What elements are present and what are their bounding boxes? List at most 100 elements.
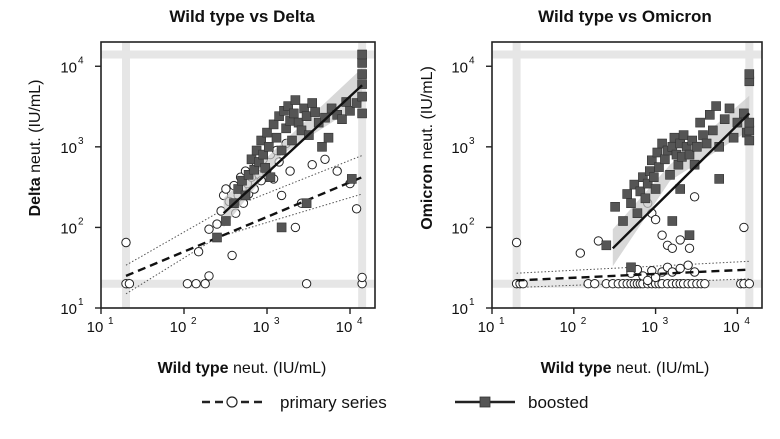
data-point	[698, 130, 708, 140]
data-point	[249, 164, 259, 175]
data-point	[320, 112, 330, 123]
fit-line	[611, 112, 751, 250]
data-point	[704, 110, 715, 120]
y-tick-exponent: 1	[78, 297, 84, 308]
plot-frame	[100, 41, 376, 309]
ci-band	[612, 95, 750, 267]
data-point	[307, 160, 317, 170]
data-point	[121, 237, 131, 248]
data-point	[240, 190, 251, 201]
data-point	[204, 224, 214, 234]
data-point	[654, 162, 664, 172]
data-point	[227, 250, 237, 261]
data-point	[345, 106, 355, 116]
data-point	[646, 155, 657, 166]
panel-title: Wild type vs Omicron	[538, 7, 712, 26]
legend-boosted-marker	[479, 396, 491, 408]
data-point	[346, 174, 357, 184]
data-point	[692, 142, 702, 152]
data-point	[732, 117, 743, 128]
x-tick-exponent: 4	[744, 316, 750, 327]
ci-lower	[125, 193, 363, 295]
limit-band-x-high	[358, 42, 367, 308]
data-point	[744, 135, 755, 146]
data-point	[711, 101, 721, 111]
y-tick-label: 10	[451, 59, 468, 76]
limit-bands	[101, 42, 375, 308]
data-point	[650, 214, 661, 225]
data-point	[643, 275, 653, 286]
y-axis-label: Omicron neut. (IU/mL)	[419, 66, 436, 230]
data-point	[283, 101, 294, 111]
x-tick-exponent: 2	[581, 316, 587, 327]
data-point	[590, 279, 600, 289]
data-point	[689, 192, 700, 202]
data-point	[124, 279, 135, 289]
y-tick-exponent: 3	[469, 136, 475, 147]
data-point	[601, 240, 612, 251]
data-point	[700, 279, 710, 289]
series-primary-series	[511, 192, 754, 289]
y-tick-label: 10	[60, 59, 77, 76]
data-point	[701, 138, 712, 149]
data-point	[301, 111, 312, 121]
data-point	[285, 166, 295, 176]
data-point	[310, 107, 320, 117]
data-point	[622, 189, 633, 199]
legend-boosted-label: boosted	[528, 393, 589, 412]
data-point	[287, 135, 297, 146]
limit-band-y-low	[101, 279, 375, 288]
y-tick-exponent: 1	[469, 297, 475, 308]
fit-line	[222, 84, 363, 215]
data-point	[618, 216, 628, 226]
data-point	[719, 114, 730, 124]
y-tick-exponent: 3	[78, 136, 84, 147]
y-tick-label: 10	[60, 140, 77, 157]
data-point	[610, 202, 620, 212]
data-point	[351, 98, 362, 108]
data-point	[301, 198, 312, 208]
series-boosted	[212, 49, 367, 243]
data-point	[200, 279, 210, 289]
x-tick-exponent: 4	[357, 316, 363, 327]
data-point	[357, 69, 367, 79]
data-point	[323, 132, 334, 143]
data-point	[332, 166, 342, 176]
data-point	[632, 208, 643, 218]
data-point	[307, 98, 318, 108]
data-point	[221, 184, 231, 194]
data-point	[657, 138, 667, 149]
data-point	[635, 186, 646, 197]
x-tick-exponent: 2	[191, 316, 197, 327]
x-axis-label: Wild type neut. (IU/mL)	[541, 360, 710, 377]
data-point	[276, 145, 287, 156]
data-point	[575, 248, 585, 258]
data-point	[357, 49, 367, 60]
data-point	[204, 271, 214, 281]
y-axis-label-bold: Omicron	[419, 164, 436, 230]
data-point	[317, 142, 327, 152]
y-tick-label: 10	[60, 301, 77, 318]
y-tick-exponent: 4	[469, 55, 475, 66]
y-axis-label: Delta neut. (IU/mL)	[27, 80, 44, 217]
x-axis-label-bold: Wild type	[158, 360, 229, 377]
x-axis-label: Wild type neut. (IU/mL)	[158, 360, 327, 377]
data-point	[626, 262, 636, 273]
data-point	[728, 132, 739, 143]
data-point	[744, 279, 754, 289]
data-point	[660, 154, 670, 165]
y-axis-label-bold: Delta	[27, 177, 44, 216]
data-point	[260, 163, 271, 173]
data-point	[678, 130, 689, 140]
data-point	[665, 170, 675, 180]
y-tick-exponent: 4	[78, 55, 84, 66]
data-point	[714, 174, 725, 184]
data-point	[290, 222, 301, 233]
data-point	[657, 230, 667, 240]
data-point	[629, 179, 640, 190]
data-point	[675, 263, 685, 274]
x-tick-exponent: 1	[108, 316, 114, 327]
data-point	[593, 236, 604, 246]
data-point	[191, 279, 201, 289]
